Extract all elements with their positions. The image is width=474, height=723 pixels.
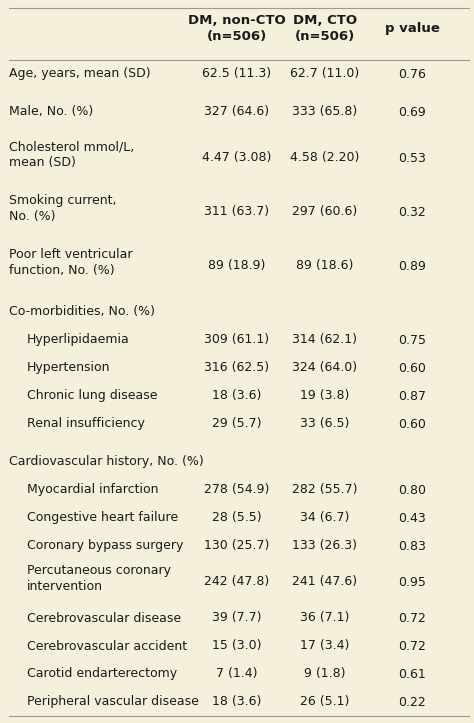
Text: 15 (3.0): 15 (3.0)	[212, 640, 262, 652]
Text: Hyperlipidaemia: Hyperlipidaemia	[27, 333, 129, 346]
Text: Male, No. (%): Male, No. (%)	[9, 106, 93, 119]
Text: Chronic lung disease: Chronic lung disease	[27, 390, 157, 403]
Text: 33 (6.5): 33 (6.5)	[300, 417, 349, 430]
Text: Cholesterol mmol/L,: Cholesterol mmol/L,	[9, 140, 134, 153]
Text: 26 (5.1): 26 (5.1)	[300, 696, 349, 709]
Text: Poor left ventricular: Poor left ventricular	[9, 248, 132, 261]
Text: Coronary bypass surgery: Coronary bypass surgery	[27, 539, 183, 552]
Text: 0.60: 0.60	[399, 417, 426, 430]
Text: 17 (3.4): 17 (3.4)	[300, 640, 349, 652]
Text: 89 (18.6): 89 (18.6)	[296, 260, 354, 273]
Text: 242 (47.8): 242 (47.8)	[204, 576, 270, 589]
Text: 4.47 (3.08): 4.47 (3.08)	[202, 152, 272, 165]
Text: Myocardial infarction: Myocardial infarction	[27, 484, 158, 497]
Text: 130 (25.7): 130 (25.7)	[204, 539, 270, 552]
Text: Cerebrovascular accident: Cerebrovascular accident	[27, 640, 187, 652]
Text: 19 (3.8): 19 (3.8)	[300, 390, 349, 403]
Text: 29 (5.7): 29 (5.7)	[212, 417, 262, 430]
Text: 0.76: 0.76	[399, 67, 426, 80]
Text: Age, years, mean (SD): Age, years, mean (SD)	[9, 67, 150, 80]
Text: 7 (1.4): 7 (1.4)	[216, 667, 258, 680]
Text: 327 (64.6): 327 (64.6)	[204, 106, 270, 119]
Text: 0.61: 0.61	[399, 667, 426, 680]
Text: 311 (63.7): 311 (63.7)	[204, 205, 270, 218]
Text: 18 (3.6): 18 (3.6)	[212, 390, 262, 403]
Text: 297 (60.6): 297 (60.6)	[292, 205, 357, 218]
Text: Peripheral vascular disease: Peripheral vascular disease	[27, 696, 199, 709]
Text: 314 (62.1): 314 (62.1)	[292, 333, 357, 346]
Text: 0.89: 0.89	[399, 260, 426, 273]
Text: 18 (3.6): 18 (3.6)	[212, 696, 262, 709]
Text: 62.5 (11.3): 62.5 (11.3)	[202, 67, 272, 80]
Text: 282 (55.7): 282 (55.7)	[292, 484, 357, 497]
Text: Carotid endarterectomy: Carotid endarterectomy	[27, 667, 177, 680]
Text: 0.80: 0.80	[398, 484, 427, 497]
Text: 89 (18.9): 89 (18.9)	[208, 260, 266, 273]
Text: 316 (62.5): 316 (62.5)	[204, 362, 270, 375]
Text: 241 (47.6): 241 (47.6)	[292, 576, 357, 589]
Text: DM, CTO: DM, CTO	[292, 14, 357, 27]
Text: DM, non-CTO: DM, non-CTO	[188, 14, 286, 27]
Text: 62.7 (11.0): 62.7 (11.0)	[290, 67, 359, 80]
Text: 34 (6.7): 34 (6.7)	[300, 511, 349, 524]
Text: 0.32: 0.32	[399, 205, 426, 218]
Text: Renal insufficiency: Renal insufficiency	[27, 417, 145, 430]
Text: intervention: intervention	[27, 580, 102, 593]
Text: 0.53: 0.53	[399, 152, 426, 165]
Text: No. (%): No. (%)	[9, 210, 55, 223]
Text: 333 (65.8): 333 (65.8)	[292, 106, 357, 119]
Text: 0.83: 0.83	[399, 539, 426, 552]
Text: 0.22: 0.22	[399, 696, 426, 709]
Text: 0.95: 0.95	[399, 576, 426, 589]
Text: (n=506): (n=506)	[207, 30, 267, 43]
Text: Smoking current,: Smoking current,	[9, 194, 116, 207]
Text: p value: p value	[385, 22, 440, 35]
Text: 309 (61.1): 309 (61.1)	[204, 333, 270, 346]
Text: Co-morbidities, No. (%): Co-morbidities, No. (%)	[9, 306, 155, 319]
Text: Percutaneous coronary: Percutaneous coronary	[27, 564, 171, 577]
Text: 9 (1.8): 9 (1.8)	[304, 667, 346, 680]
Text: 0.43: 0.43	[399, 511, 426, 524]
Text: 4.58 (2.20): 4.58 (2.20)	[290, 152, 359, 165]
Text: 0.72: 0.72	[399, 640, 426, 652]
Text: Cerebrovascular disease: Cerebrovascular disease	[27, 612, 181, 625]
Text: 0.75: 0.75	[398, 333, 427, 346]
Text: 0.69: 0.69	[399, 106, 426, 119]
Text: function, No. (%): function, No. (%)	[9, 264, 114, 277]
Text: 0.87: 0.87	[398, 390, 427, 403]
Text: (n=506): (n=506)	[294, 30, 355, 43]
Text: Congestive heart failure: Congestive heart failure	[27, 511, 178, 524]
Text: mean (SD): mean (SD)	[9, 156, 75, 169]
Text: Cardiovascular history, No. (%): Cardiovascular history, No. (%)	[9, 455, 203, 469]
Text: 133 (26.3): 133 (26.3)	[292, 539, 357, 552]
Text: 324 (64.0): 324 (64.0)	[292, 362, 357, 375]
Text: 36 (7.1): 36 (7.1)	[300, 612, 349, 625]
Text: 39 (7.7): 39 (7.7)	[212, 612, 262, 625]
Text: 0.60: 0.60	[399, 362, 426, 375]
Text: 0.72: 0.72	[399, 612, 426, 625]
Text: Hypertension: Hypertension	[27, 362, 110, 375]
Text: 278 (54.9): 278 (54.9)	[204, 484, 270, 497]
Text: 28 (5.5): 28 (5.5)	[212, 511, 262, 524]
